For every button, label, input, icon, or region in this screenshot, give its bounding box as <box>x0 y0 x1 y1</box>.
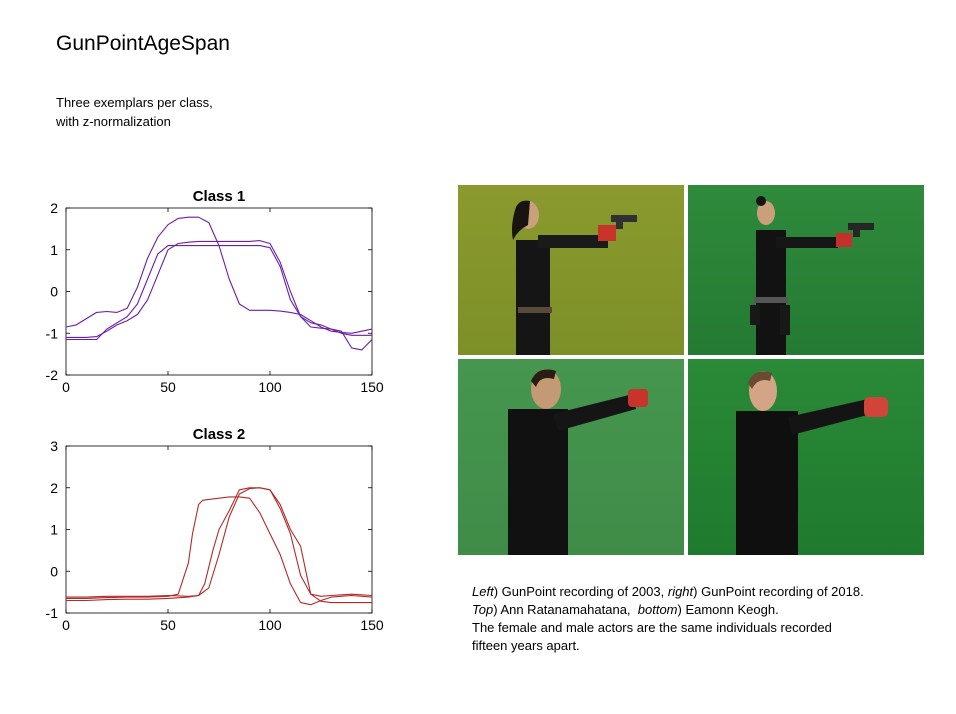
y-tick-label: 0 <box>50 284 58 300</box>
series-line-1 <box>66 496 373 606</box>
x-tick-label: 150 <box>360 617 384 633</box>
x-tick-label: 150 <box>360 379 384 395</box>
actor-figure-icon <box>750 196 874 355</box>
y-tick-label: -2 <box>46 367 59 383</box>
actor-figure-icon <box>512 200 637 355</box>
photo-2018-male <box>688 359 924 555</box>
actor-figure-icon <box>736 371 888 555</box>
photo-2003-male <box>458 359 684 555</box>
caption-line-3: The female and male actors are the same … <box>472 620 832 635</box>
y-tick-label: 1 <box>50 242 58 258</box>
page-title: GunPointAgeSpan <box>56 32 230 55</box>
plot-area <box>65 207 373 376</box>
photo-2003-female <box>458 185 684 355</box>
y-tick-label: 2 <box>50 480 58 496</box>
x-tick-label: 0 <box>62 379 70 395</box>
actor-figure-icon <box>508 369 648 555</box>
caption-text: ) Eamonn Keogh. <box>677 602 779 617</box>
caption-bottom-label: bottom <box>637 602 678 617</box>
caption-line-2: Top) Ann Ratanamahatana, bottom) Eamonn … <box>472 601 942 619</box>
y-tick-label: 0 <box>50 563 58 579</box>
caption-text: ) GunPoint recording of 2018. <box>693 584 864 599</box>
caption-line-1: Left) GunPoint recording of 2003, right)… <box>472 583 942 601</box>
x-tick-label: 50 <box>160 617 176 633</box>
class-1-chart: Class 1 0 50 100 150 -2 -1 0 1 2 <box>46 188 384 395</box>
chart-title: Class 2 <box>193 426 246 443</box>
x-tick-label: 100 <box>258 379 282 395</box>
y-tick-label: -1 <box>46 325 59 341</box>
photo-caption: Left) GunPoint recording of 2003, right)… <box>472 583 942 655</box>
y-tick-label: -1 <box>46 605 59 621</box>
x-tick-label: 0 <box>62 617 70 633</box>
caption-line-4: fifteen years apart. <box>472 638 580 653</box>
photo-2018-female <box>688 185 924 355</box>
page-subtitle: Three exemplars per class, with z-normal… <box>56 95 213 129</box>
y-tick-label: 3 <box>50 438 58 454</box>
caption-top-label: Top <box>472 602 494 617</box>
series-line-2 <box>66 240 373 351</box>
caption-left-label: Left <box>472 584 494 599</box>
photo-grid <box>458 185 924 555</box>
x-tick-label: 100 <box>258 617 282 633</box>
y-tick-label: 1 <box>50 522 58 538</box>
series-line-3 <box>66 245 372 341</box>
caption-text: ) GunPoint recording of 2003, <box>493 584 668 599</box>
series-line-2 <box>66 487 373 602</box>
chart-title: Class 1 <box>193 188 246 205</box>
caption-text: ) Ann Ratanamahatana, <box>493 602 638 617</box>
caption-right-label: right <box>667 584 694 599</box>
x-tick-label: 50 <box>160 379 176 395</box>
series-line-3 <box>66 487 372 604</box>
y-tick-label: 2 <box>50 200 58 216</box>
